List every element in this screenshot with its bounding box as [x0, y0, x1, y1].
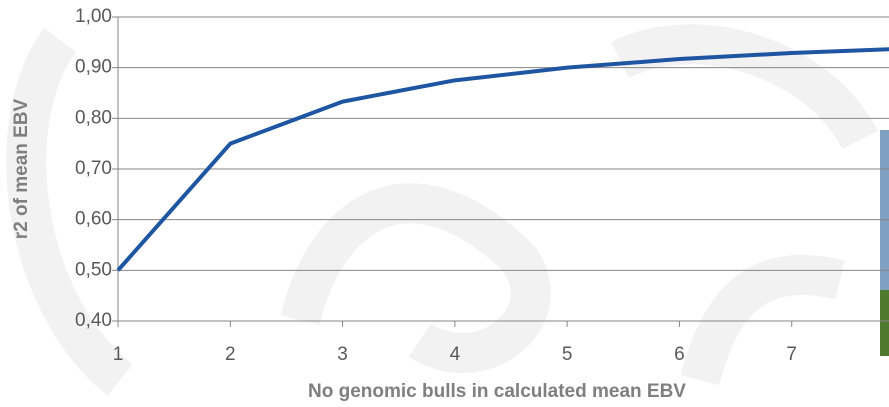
y-tick-label: 1,00 — [75, 6, 112, 27]
x-tick-label: 5 — [562, 344, 573, 365]
data-line — [116, 47, 889, 272]
photo — [880, 130, 889, 356]
x-tick-label: 1 — [113, 344, 124, 365]
y-tick-label: 0,70 — [75, 158, 112, 179]
x-tick-label: 6 — [674, 344, 685, 365]
watermark — [6, 24, 878, 396]
y-tick-label: 0,50 — [75, 259, 112, 280]
x-tick-label: 4 — [450, 344, 461, 365]
y-axis-title: r2 of mean EBV — [11, 98, 32, 239]
y-tick-label: 0,40 — [75, 310, 112, 331]
y-tick-label: 0,90 — [75, 57, 112, 78]
photo-ground — [880, 290, 889, 356]
y-tick-label: 0,80 — [75, 107, 112, 128]
x-axis-title: No genomic bulls in calculated mean EBV — [308, 381, 686, 402]
x-tick-label: 7 — [786, 344, 797, 365]
y-tick-label: 0,60 — [75, 209, 112, 230]
x-tick-label: 2 — [225, 344, 236, 365]
x-tick-label: 3 — [337, 344, 348, 365]
